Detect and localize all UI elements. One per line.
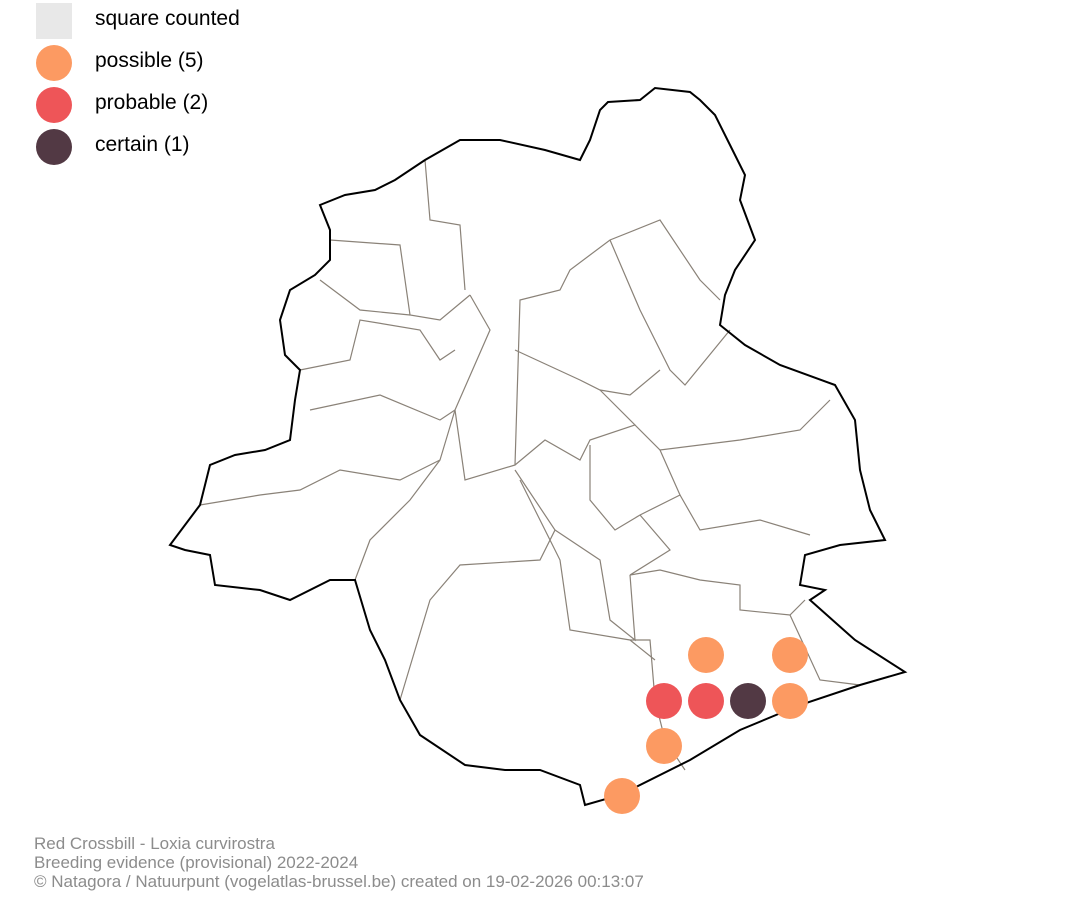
commune-boundary: [514, 349, 661, 396]
commune-boundary: [634, 399, 831, 451]
legend-label: certain (1): [95, 133, 190, 156]
legend-item-certain: certain (1): [36, 126, 336, 168]
commune-boundary: [514, 389, 637, 466]
caption-credits: © Natagora / Natuurpunt (vogelatlas-brus…: [34, 872, 644, 891]
commune-boundary: [679, 494, 811, 536]
legend-item-square-counted: square counted: [36, 0, 336, 42]
legend-circle-symbol: [36, 129, 72, 165]
observation-dot-certain: [730, 683, 766, 719]
legend-label: square counted: [95, 7, 240, 30]
observation-dot-possible: [772, 683, 808, 719]
commune-boundary: [554, 529, 636, 642]
observation-dot-probable: [646, 683, 682, 719]
commune-boundary: [299, 319, 456, 371]
commune-boundary: [789, 614, 861, 686]
commune-boundary: [454, 219, 721, 481]
legend-square-symbol: [36, 3, 72, 39]
commune-boundary: [519, 479, 656, 661]
commune-boundary: [329, 239, 471, 321]
commune-boundary: [589, 445, 681, 531]
caption-subtitle: Breeding evidence (provisional) 2022-202…: [34, 853, 359, 872]
legend-label: probable (2): [95, 91, 209, 114]
commune-boundary: [399, 469, 556, 701]
legend-item-possible: possible (5): [36, 42, 336, 84]
commune-boundary: [309, 294, 491, 421]
commune-boundary: [354, 459, 441, 581]
observation-dot-possible: [688, 637, 724, 673]
observation-dot-probable: [688, 683, 724, 719]
region-outline: [168, 86, 908, 807]
observation-dots: [604, 637, 808, 814]
commune-boundaries: [199, 159, 861, 771]
legend-circle-symbol: [36, 45, 72, 81]
legend-label: possible (5): [95, 49, 204, 72]
observation-dot-possible: [772, 637, 808, 673]
commune-boundary: [629, 514, 806, 616]
commune-boundary: [319, 279, 411, 316]
legend-item-probable: probable (2): [36, 84, 336, 126]
observation-dot-possible: [646, 728, 682, 764]
caption-species: Red Crossbill - Loxia curvirostra: [34, 834, 275, 853]
commune-boundary: [609, 239, 731, 386]
caption: Red Crossbill - Loxia curvirostra Breedi…: [34, 834, 644, 891]
observation-dot-possible: [604, 778, 640, 814]
commune-boundary: [424, 159, 466, 291]
legend-circle-symbol: [36, 87, 72, 123]
